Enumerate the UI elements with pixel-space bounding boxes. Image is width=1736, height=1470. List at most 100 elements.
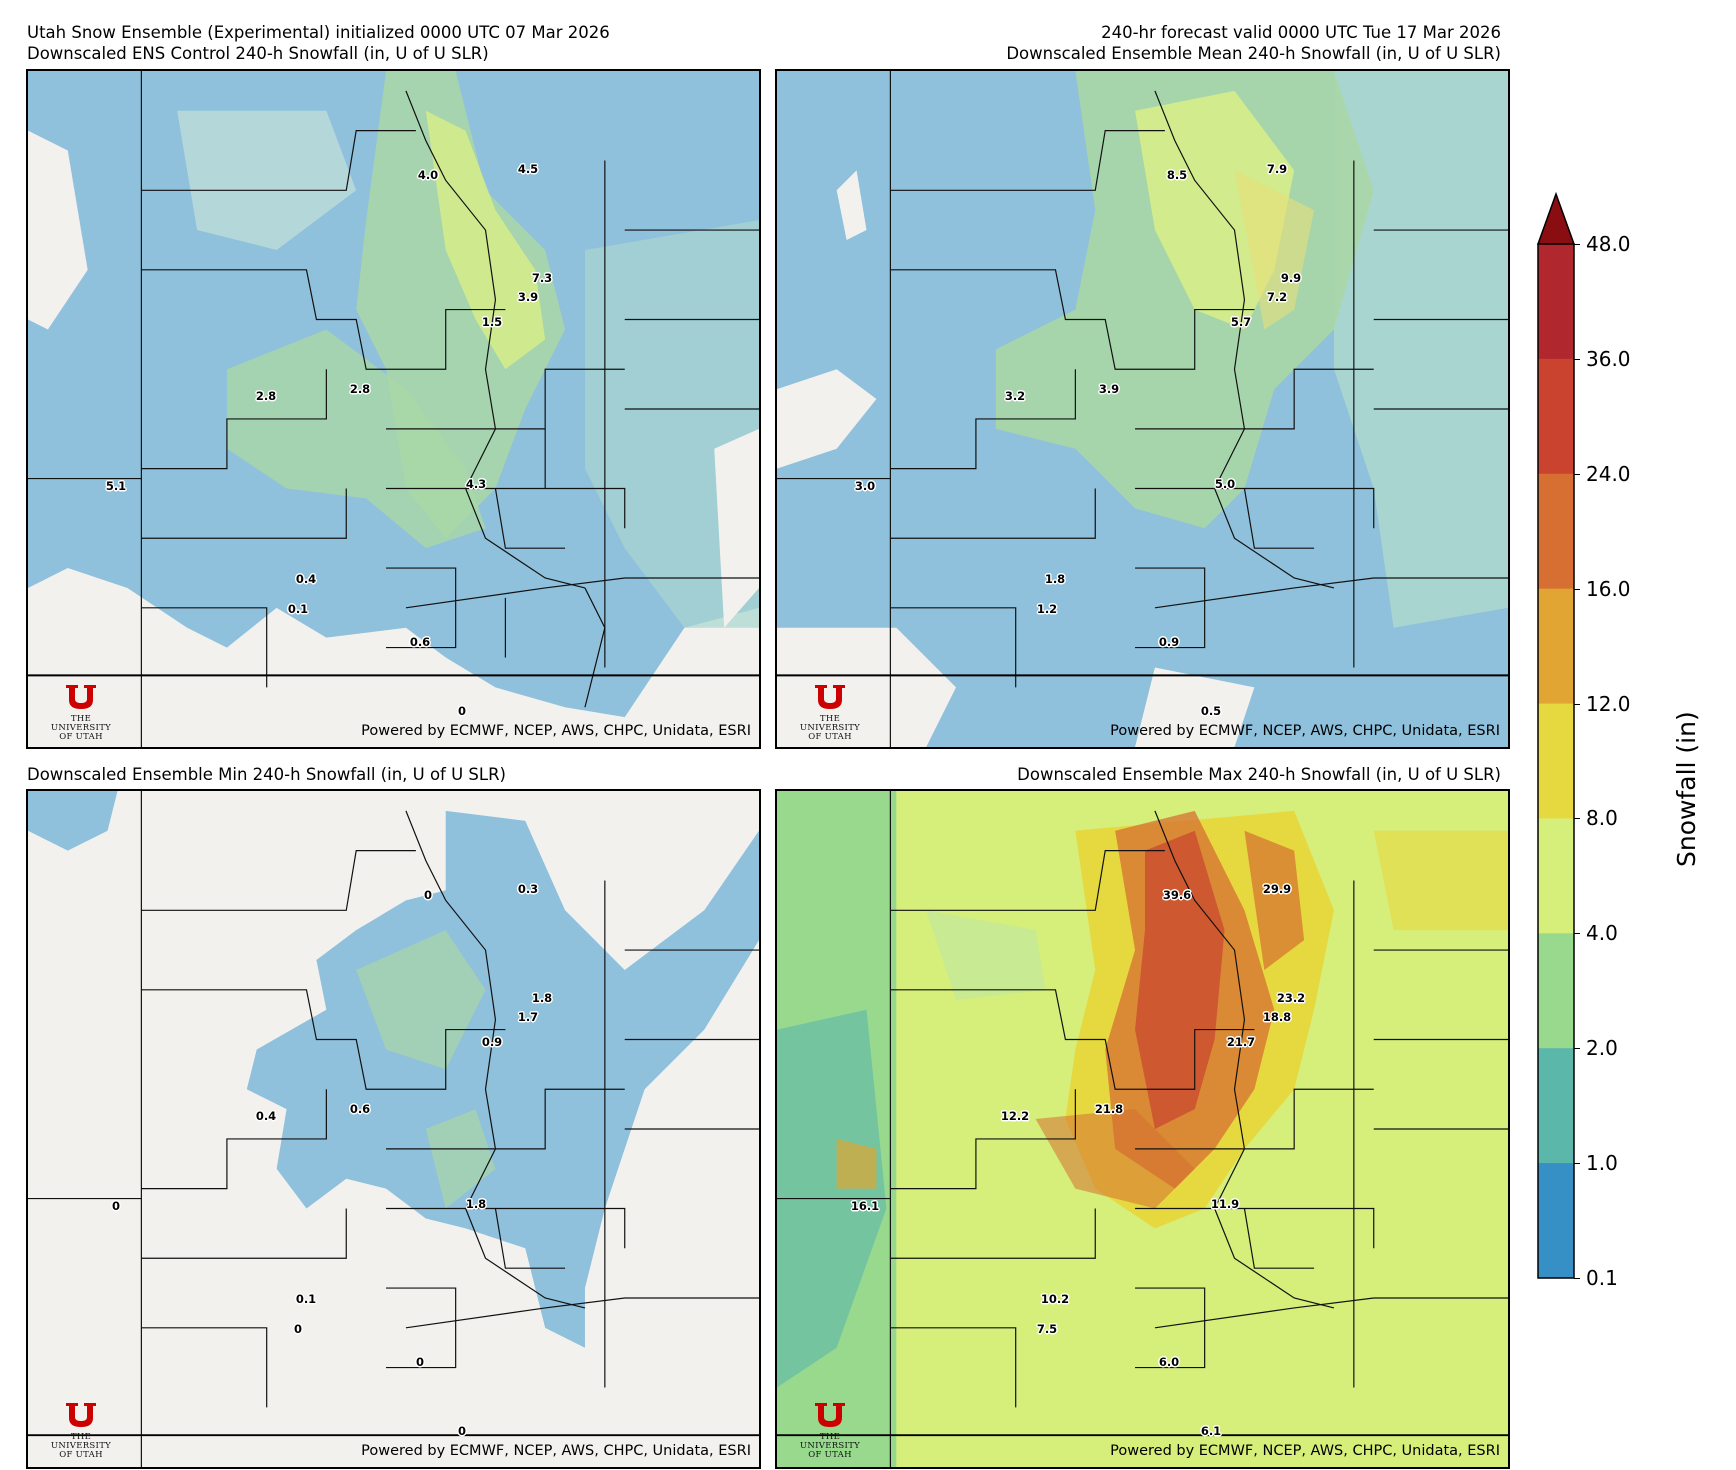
value-label: 7.5 — [1036, 1322, 1058, 1336]
map-panel-control: 4.0 4.5 7.3 3.9 1.5 2.8 2.8 5.1 4.3 0.4 … — [26, 69, 761, 749]
colorbar-tick-label: 0.1 — [1586, 1266, 1618, 1290]
value-label: 5.1 — [105, 479, 127, 493]
u-logo-icon — [815, 1403, 845, 1427]
value-label: 6.1 — [1200, 1424, 1222, 1438]
colorbar-tick-mark — [1574, 818, 1580, 820]
value-label: 11.9 — [1210, 1197, 1240, 1211]
value-label: 1.8 — [465, 1197, 487, 1211]
value-label: 7.3 — [531, 271, 553, 285]
value-label: 0 — [457, 1424, 467, 1438]
value-label: 2.8 — [349, 382, 371, 396]
value-label: 12.2 — [1000, 1109, 1030, 1123]
value-label: 21.8 — [1094, 1102, 1124, 1116]
colorbar-tick-mark — [1574, 588, 1580, 590]
logo-text: THE UNIVERSITY OF UTAH — [799, 714, 861, 742]
colorbar-tick-mark — [1574, 244, 1580, 245]
value-label: 4.0 — [417, 168, 439, 182]
value-label: 23.2 — [1276, 991, 1306, 1005]
value-label: 7.2 — [1266, 290, 1288, 304]
colorbar-tick-label: 4.0 — [1586, 921, 1618, 946]
university-of-utah-logo: THE UNIVERSITY OF UTAH — [36, 683, 126, 742]
value-label: 29.9 — [1262, 882, 1292, 896]
value-label: 4.3 — [465, 477, 487, 491]
credit-text: Powered by ECMWF, NCEP, AWS, CHPC, Unida… — [361, 1443, 751, 1459]
value-label: 8.5 — [1166, 168, 1188, 182]
colorbar-tick-label: 1.0 — [1586, 1151, 1618, 1176]
value-label: 4.5 — [517, 162, 539, 176]
colorbar-tick-label: 16.0 — [1586, 576, 1631, 601]
colorbar-label: Snowfall (in) — [1672, 711, 1701, 867]
snowfall-map-control — [28, 71, 759, 747]
value-label: 1.5 — [481, 315, 503, 329]
title-mean-panel: Downscaled Ensemble Mean 240-h Snowfall … — [1006, 44, 1501, 63]
logo-text: THE UNIVERSITY OF UTAH — [50, 714, 112, 742]
value-label: 16.1 — [850, 1199, 880, 1213]
value-label: 0.3 — [517, 882, 539, 896]
value-label: 0.6 — [349, 1102, 371, 1116]
credit-text: Powered by ECMWF, NCEP, AWS, CHPC, Unida… — [1110, 723, 1500, 739]
snowfall-map-mean — [777, 71, 1508, 747]
title-max-panel: Downscaled Ensemble Max 240-h Snowfall (… — [1017, 765, 1501, 784]
value-label: 1.7 — [517, 1010, 539, 1024]
logo-text: THE UNIVERSITY OF UTAH — [50, 1432, 112, 1460]
colorbar-tick-label: 48.0 — [1586, 232, 1631, 256]
title-min-panel: Downscaled Ensemble Min 240-h Snowfall (… — [27, 765, 506, 784]
colorbar-tick-mark — [1574, 1048, 1580, 1050]
title-run-info: Utah Snow Ensemble (Experimental) initia… — [27, 23, 610, 42]
value-label: 10.2 — [1040, 1292, 1070, 1306]
snowfall-map-max — [777, 791, 1508, 1467]
map-panel-max: 39.6 29.9 23.2 18.8 21.7 12.2 21.8 16.1 … — [775, 789, 1510, 1469]
snowfall-map-min — [28, 791, 759, 1467]
value-label: 0 — [293, 1322, 303, 1336]
value-label: 2.8 — [255, 389, 277, 403]
colorbar-tick-mark — [1574, 358, 1580, 360]
colorbar-segment — [1538, 703, 1574, 819]
logo-text: THE UNIVERSITY OF UTAH — [799, 1432, 861, 1460]
value-label: 1.8 — [1044, 572, 1066, 586]
credit-text: Powered by ECMWF, NCEP, AWS, CHPC, Unida… — [1110, 1443, 1500, 1459]
colorbar-segment — [1538, 1048, 1574, 1164]
colorbar-tick-mark — [1574, 1163, 1580, 1165]
university-of-utah-logo: THE UNIVERSITY OF UTAH — [785, 683, 875, 742]
value-label: 0.6 — [409, 635, 431, 649]
colorbar-tick-mark — [1574, 703, 1580, 705]
value-label: 0 — [457, 704, 467, 718]
value-label: 0.4 — [295, 572, 317, 586]
credit-text: Powered by ECMWF, NCEP, AWS, CHPC, Unida… — [361, 723, 751, 739]
colorbar-segment — [1538, 588, 1574, 705]
colorbar-tick-label: 2.0 — [1586, 1036, 1618, 1061]
value-label: 3.9 — [517, 290, 539, 304]
value-label: 0.5 — [1200, 704, 1222, 718]
value-label: 0.9 — [481, 1035, 503, 1049]
value-label: 5.7 — [1230, 315, 1252, 329]
university-of-utah-logo: THE UNIVERSITY OF UTAH — [36, 1401, 126, 1460]
colorbar-segment — [1538, 358, 1574, 475]
u-logo-icon — [815, 685, 845, 709]
value-label: 39.6 — [1162, 888, 1192, 902]
map-panel-mean: 8.5 7.9 9.9 7.2 5.7 3.2 3.9 3.0 5.0 1.8 … — [775, 69, 1510, 749]
title-control-panel: Downscaled ENS Control 240-h Snowfall (i… — [27, 44, 489, 63]
colorbar-segment — [1538, 818, 1574, 934]
colorbar-tick-mark — [1574, 1278, 1580, 1279]
u-logo-icon — [66, 1403, 96, 1427]
university-of-utah-logo: THE UNIVERSITY OF UTAH — [785, 1401, 875, 1460]
colorbar-segment — [1538, 244, 1574, 360]
value-label: 0.4 — [255, 1109, 277, 1123]
u-logo-icon — [66, 685, 96, 709]
colorbar-tick-label: 8.0 — [1586, 806, 1618, 831]
value-label: 3.2 — [1004, 389, 1026, 403]
value-label: 7.9 — [1266, 162, 1288, 176]
colorbar-segment — [1538, 1163, 1574, 1279]
value-label: 0 — [423, 888, 433, 902]
colorbar-tick-label: 12.0 — [1586, 691, 1631, 716]
title-valid-time: 240-hr forecast valid 0000 UTC Tue 17 Ma… — [1101, 23, 1501, 42]
value-label: 0.9 — [1158, 635, 1180, 649]
value-label: 0 — [415, 1355, 425, 1369]
value-label: 1.8 — [531, 991, 553, 1005]
map-panel-min: 0 0.3 1.8 1.7 0.9 0.4 0.6 0 1.8 0.1 0 0 … — [26, 789, 761, 1469]
colorbar-extend-arrow — [1536, 192, 1576, 245]
colorbar-tick-mark — [1574, 473, 1580, 475]
value-label: 6.0 — [1158, 1355, 1180, 1369]
colorbar-tick-mark — [1574, 933, 1580, 935]
value-label: 3.9 — [1098, 382, 1120, 396]
